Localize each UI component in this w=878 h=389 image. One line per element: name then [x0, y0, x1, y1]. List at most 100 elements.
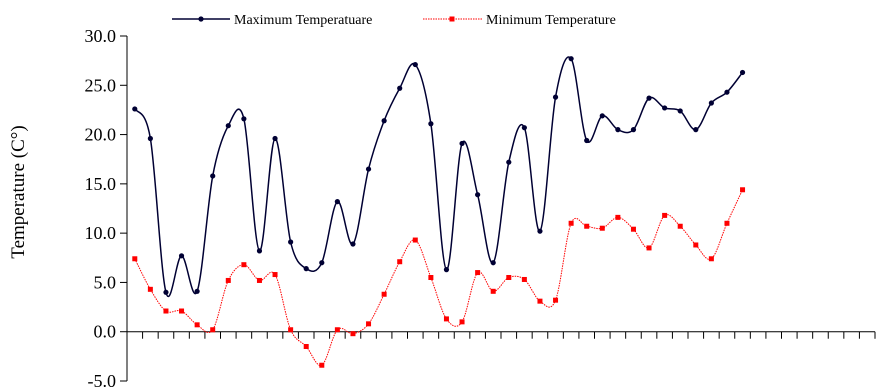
- data-point: [475, 270, 481, 276]
- data-point: [256, 277, 262, 283]
- y-tick-label: 30.0: [85, 26, 117, 46]
- data-point: [708, 256, 714, 262]
- data-point: [630, 226, 636, 232]
- data-point: [319, 362, 325, 368]
- data-point: [319, 260, 325, 266]
- data-point: [724, 220, 730, 226]
- data-point: [630, 127, 637, 133]
- data-point: [459, 319, 465, 325]
- data-point: [677, 108, 683, 114]
- data-point: [147, 286, 153, 292]
- legend-min-label: Minimum Temperature: [486, 13, 616, 28]
- y-axis-title: Temperature (C°): [8, 125, 29, 258]
- data-point: [506, 275, 512, 280]
- data-point: [506, 159, 512, 165]
- data-point: [256, 248, 263, 254]
- data-point: [646, 245, 652, 251]
- data-point: [178, 253, 185, 259]
- data-point: [179, 308, 185, 314]
- data-point: [366, 321, 372, 327]
- data-point: [521, 125, 527, 131]
- data-point: [693, 242, 699, 248]
- data-point: [225, 123, 231, 129]
- data-point: [132, 256, 138, 262]
- y-tick-label: 25.0: [85, 75, 117, 95]
- data-point: [459, 140, 465, 147]
- legend: Maximum Temperatuare Minimum Temperature: [172, 13, 616, 28]
- data-point: [334, 327, 340, 333]
- x-axis: [126, 331, 876, 339]
- data-point: [615, 214, 621, 220]
- data-point: [225, 277, 231, 283]
- data-point: [288, 239, 294, 245]
- legend-min-marker: [449, 16, 455, 22]
- data-point: [194, 288, 200, 294]
- data-point: [677, 223, 683, 229]
- data-point: [490, 260, 496, 266]
- data-point: [521, 276, 527, 282]
- data-point: [163, 289, 169, 295]
- data-point: [412, 61, 418, 68]
- y-axis: -5.0 0.0 5.0 10.0 15.0 20.0 25.0 30.0: [85, 26, 128, 389]
- data-point: [210, 327, 216, 333]
- data-point: [350, 241, 356, 247]
- series-minimum-temperature: [132, 187, 746, 368]
- data-point: [584, 223, 590, 229]
- series-line: [134, 189, 743, 366]
- data-point: [740, 187, 746, 193]
- data-point: [241, 262, 247, 268]
- data-point: [553, 297, 559, 303]
- y-tick-label: 10.0: [85, 223, 117, 243]
- data-point: [288, 327, 294, 333]
- data-point: [303, 266, 309, 272]
- data-point: [194, 322, 200, 328]
- data-point: [132, 106, 138, 112]
- legend-max-label: Maximum Temperatuare: [234, 13, 372, 28]
- data-point: [381, 291, 387, 297]
- data-point: [210, 173, 216, 179]
- data-point: [584, 137, 590, 144]
- data-point: [303, 344, 309, 349]
- data-point: [272, 135, 278, 142]
- legend-max-marker: [198, 16, 204, 22]
- data-point: [163, 308, 169, 314]
- data-point: [443, 267, 450, 273]
- y-tick-label: 20.0: [85, 125, 117, 145]
- data-point: [428, 275, 434, 280]
- series-line: [134, 56, 744, 297]
- data-point: [615, 127, 621, 133]
- data-point: [475, 192, 481, 198]
- data-point: [537, 298, 543, 304]
- data-point: [662, 212, 668, 218]
- data-point: [443, 316, 449, 322]
- data-point: [490, 288, 496, 294]
- data-point: [147, 135, 153, 142]
- series-layer: [132, 56, 746, 368]
- data-point: [241, 116, 247, 122]
- y-tick-label: 5.0: [94, 272, 117, 292]
- y-tick-label: 0.0: [94, 322, 117, 342]
- y-tick-label: 15.0: [85, 174, 117, 194]
- data-point: [693, 127, 699, 133]
- data-point: [646, 95, 652, 101]
- data-point: [599, 225, 605, 231]
- y-tick-label: -5.0: [88, 371, 117, 389]
- data-point: [381, 118, 387, 124]
- data-point: [739, 69, 746, 76]
- data-point: [568, 56, 574, 62]
- data-point: [708, 100, 714, 106]
- data-point: [724, 89, 730, 95]
- data-point: [350, 331, 356, 337]
- data-point: [428, 121, 434, 127]
- data-point: [397, 85, 403, 91]
- data-point: [662, 105, 668, 111]
- series-maximum-temperature: [132, 56, 746, 297]
- data-point: [397, 259, 403, 265]
- data-point: [272, 272, 278, 278]
- data-point: [552, 94, 559, 100]
- data-point: [599, 113, 605, 119]
- data-point: [365, 166, 372, 172]
- data-point: [412, 237, 418, 243]
- data-point: [568, 220, 574, 226]
